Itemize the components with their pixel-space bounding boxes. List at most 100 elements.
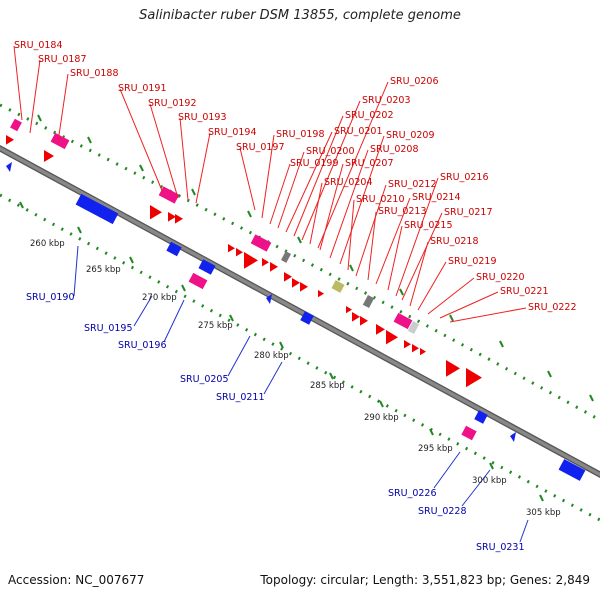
forward-gene-label: SRU_0222 [528,302,577,313]
rna-feature [188,272,208,290]
reverse-gene-label: SRU_0205 [180,374,229,385]
cds-forward-feature [376,324,385,335]
leader-line [355,184,387,277]
cds-forward-feature [466,368,482,388]
cds-forward-feature [270,262,278,272]
forward-gene-label: SRU_0206 [390,76,439,87]
leader-line [293,115,344,237]
dotted-track-tick [19,201,24,209]
forward-gene-label: SRU_0210 [356,194,405,205]
reverse-gene-label: SRU_0211 [216,392,265,403]
dotted-track-tick [129,256,134,264]
reverse-gene-label: SRU_0228 [418,506,467,517]
forward-gene-label: SRU_0214 [412,192,461,203]
leader-line [301,100,361,241]
reverse-strand-feature [166,241,182,257]
forward-gene-label: SRU_0184 [14,40,63,51]
forward-gene-label: SRU_0219 [448,256,497,267]
dotted-track-2 [0,193,600,522]
forward-gene-label: SRU_0200 [306,146,355,157]
forward-gene-label: SRU_0217 [444,207,493,218]
scale-label: 280 kbp [254,351,289,361]
backbone-line [0,146,600,477]
reverse-strand-feature [75,193,119,225]
rna-feature [461,425,477,441]
dotted-track-tick [191,188,196,196]
forward-gene-label: SRU_0202 [345,110,394,121]
cds-forward-feature [44,150,54,162]
forward-gene-label: SRU_0208 [370,144,419,155]
scale-label: 275 kbp [198,321,233,331]
cds-forward-feature [300,282,308,292]
map-title: Salinibacter ruber DSM 13855, complete g… [139,8,461,23]
dotted-track-tick [539,494,544,502]
dotted-track-tick [77,226,82,234]
cds-forward-feature [360,316,368,326]
leader-line [387,225,403,291]
scale-label: 290 kbp [364,413,399,423]
reverse-strand-feature [510,432,516,442]
rna-feature [250,234,272,252]
leader-line [417,261,447,311]
forward-gene-label: SRU_0188 [70,68,119,79]
reverse-gene-label: SRU_0195 [84,323,133,334]
dotted-track-tick [449,314,454,322]
reverse-gene-label: SRU_0196 [118,340,167,351]
cds-forward-feature [236,248,243,257]
dotted-track-tick [247,210,252,218]
cds-forward-feature [352,312,360,322]
cds-forward-feature [420,348,426,356]
reverse-strand-feature [558,459,586,481]
leader-line [339,135,385,265]
cds-forward-feature [150,205,162,220]
leader-line [433,451,461,489]
leader-line [395,177,439,297]
reverse-gene-label: SRU_0226 [388,488,437,499]
leader-line [263,361,283,395]
leader-line [269,163,291,225]
forward-gene-label: SRU_0216 [440,172,489,183]
scale-label: 305 kbp [526,508,561,518]
dotted-track-tick [229,314,234,322]
dotted-track-tick [379,400,384,408]
reverse-strand-feature [198,259,216,275]
leader-line [329,149,369,259]
scale-label: 285 kbp [310,381,345,391]
dotted-track-tick [489,462,494,470]
cds-forward-feature [404,340,411,349]
cds-forward-feature [386,330,398,345]
leader-line [133,295,153,327]
forward-gene-label: SRU_0212 [388,179,437,190]
forward-gene-label: SRU_0204 [324,177,373,188]
scale-label: 265 kbp [86,265,121,275]
leader-line [29,59,41,134]
leader-line [179,117,189,201]
forward-gene-label: SRU_0197 [236,142,285,153]
leader-line [461,469,491,507]
dotted-track-tick [37,114,42,122]
cds-forward-feature [168,212,176,222]
rna-feature [158,186,180,204]
cds-forward-feature [228,244,235,253]
forward-gene-label: SRU_0203 [362,95,411,106]
cds-forward-feature [446,360,460,377]
scale-label: 260 kbp [30,239,65,249]
leader-line [195,132,211,204]
scale-label: 270 kbp [142,293,177,303]
forward-gene-label: SRU_0192 [148,98,197,109]
dotted-track-tick [349,264,354,272]
forward-gene-label: SRU_0221 [500,286,549,297]
dotted-track-tick [181,284,186,292]
dotted-track-tick [589,394,594,402]
gene-features [6,118,586,481]
leader-line [261,134,275,219]
cds-forward-feature [175,214,183,224]
forward-gene-label: SRU_0215 [404,220,453,231]
leader-line [309,182,323,245]
leader-line [57,73,69,143]
dotted-track-tick [547,370,552,378]
leader-line [449,307,527,323]
reverse-strand-feature [266,294,272,304]
forward-gene-label: SRU_0199 [290,158,339,169]
